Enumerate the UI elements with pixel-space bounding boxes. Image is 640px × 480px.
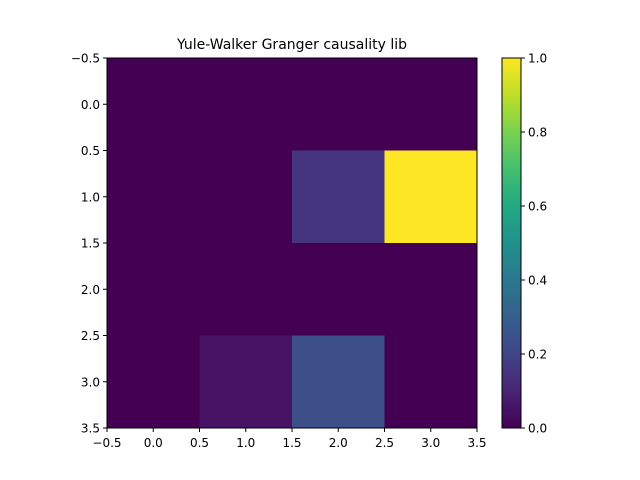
heatmap-cell — [199, 150, 292, 243]
y-tick-label: 1.0 — [81, 190, 100, 204]
heatmap-cell — [199, 335, 292, 428]
heatmap-cell — [292, 58, 385, 151]
x-tick-label: 2.0 — [329, 436, 348, 450]
colorbar-tick-label: 0.8 — [528, 126, 547, 140]
heatmap-cell — [107, 150, 200, 243]
heatmap-cell — [384, 243, 477, 336]
y-tick-label: 0.5 — [81, 144, 100, 158]
y-tick-label: 3.0 — [81, 375, 100, 389]
heatmap-cells — [107, 58, 477, 428]
heatmap-cell — [107, 335, 200, 428]
x-tick-label: 3.0 — [421, 436, 440, 450]
x-tick-label: 3.5 — [467, 436, 486, 450]
heatmap-cell — [384, 58, 477, 151]
heatmap-cell — [292, 150, 385, 243]
colorbar-tick-label: 0.4 — [528, 274, 547, 288]
y-tick-label: 2.0 — [81, 283, 100, 297]
heatmap-cell — [292, 335, 385, 428]
x-axis: −0.5 0.0 0.5 1.0 1.5 2.0 2.5 3.0 3.5 — [92, 428, 487, 450]
heatmap-cell — [107, 243, 200, 336]
heatmap-cell — [199, 243, 292, 336]
y-tick-label: 0.0 — [81, 98, 100, 112]
heatmap-cell — [107, 58, 200, 151]
y-tick-label: 3.5 — [81, 422, 100, 436]
heatmap-cell — [384, 150, 477, 243]
y-tick-label: −0.5 — [71, 52, 100, 66]
y-tick-label: 2.5 — [81, 329, 100, 343]
chart-title: Yule-Walker Granger causality lib — [176, 37, 407, 53]
colorbar-axis: 0.0 0.2 0.4 0.6 0.8 1.0 — [521, 52, 547, 436]
colorbar-tick-label: 0.0 — [528, 422, 547, 436]
y-axis: −0.5 0.0 0.5 1.0 1.5 2.0 2.5 3.0 3.5 — [71, 52, 107, 436]
x-tick-label: 1.5 — [282, 436, 301, 450]
x-tick-label: 2.5 — [375, 436, 394, 450]
x-tick-label: 1.0 — [236, 436, 255, 450]
x-tick-label: 0.0 — [144, 436, 163, 450]
colorbar — [501, 57, 522, 429]
heatmap-cell — [199, 58, 292, 151]
x-tick-label: −0.5 — [92, 436, 121, 450]
y-tick-label: 1.5 — [81, 237, 100, 251]
heatmap-cell — [384, 335, 477, 428]
colorbar-tick-label: 1.0 — [528, 52, 547, 66]
colorbar-tick-label: 0.6 — [528, 200, 547, 214]
heatmap-cell — [292, 243, 385, 336]
colorbar-tick-label: 0.2 — [528, 348, 547, 362]
x-tick-label: 0.5 — [190, 436, 209, 450]
